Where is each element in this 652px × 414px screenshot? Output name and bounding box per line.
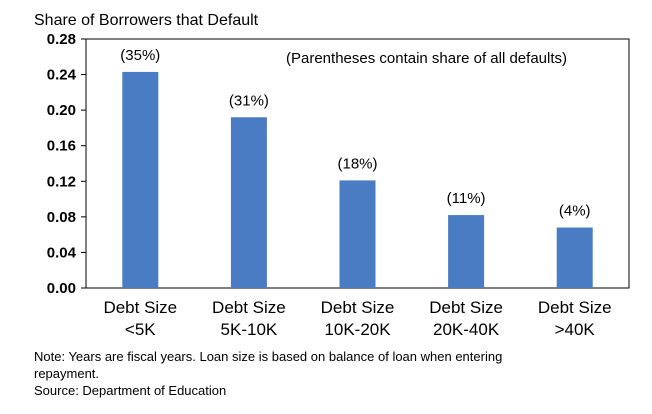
bar [230, 117, 267, 288]
y-tick-label: 0.28 [47, 31, 76, 48]
y-tick-label: 0.00 [47, 280, 76, 297]
bar-chart: Share of Borrowers that Default 0.00 0.04… [34, 12, 630, 339]
bar [556, 227, 593, 288]
data-label: (4%) [559, 203, 591, 220]
x-tick-label: 5K-10K [221, 320, 278, 339]
y-tick-label: 0.04 [47, 244, 77, 261]
y-tick-label: 0.24 [47, 67, 77, 84]
x-tick-label: Debt Size [103, 298, 177, 317]
note-line-2: repayment. [34, 366, 100, 381]
y-tick-label: 0.20 [47, 102, 76, 119]
bar [122, 71, 159, 289]
x-tick-label: 10K-20K [324, 320, 391, 339]
x-tick-label: <5K [125, 320, 156, 339]
note-line-1: Note: Years are fiscal years. Loan size … [34, 349, 503, 364]
bar [339, 180, 376, 288]
y-axis-ticks: 0.00 0.04 0.08 0.12 0.16 0.20 0.24 0.28 [47, 31, 86, 297]
data-label: (18%) [337, 155, 377, 172]
x-tick-label: Debt Size [212, 298, 286, 317]
source-line: Source: Department of Education [34, 383, 227, 398]
y-tick-label: 0.12 [47, 173, 76, 190]
data-label: (31%) [229, 92, 269, 109]
x-axis-labels: Debt Size <5K Debt Size 5K-10K Debt Size 10K-… [103, 298, 611, 339]
x-tick-label: Debt Size [321, 298, 395, 317]
data-label: (35%) [120, 47, 160, 64]
x-tick-label: 20K-40K [433, 320, 500, 339]
bar [448, 215, 485, 288]
bars-group [122, 71, 593, 289]
x-tick-label: >40K [555, 320, 596, 339]
data-label: (11%) [447, 190, 486, 207]
data-labels-group: (35%) (31%) (18%) (11%) (4%) [120, 47, 590, 220]
y-tick-label: 0.16 [47, 138, 76, 155]
x-tick-label: Debt Size [538, 298, 612, 317]
y-tick-label: 0.08 [47, 209, 76, 226]
chart-annotation: (Parentheses contain share of all defaul… [286, 50, 567, 67]
x-tick-label: Debt Size [429, 298, 503, 317]
chart-title: Share of Borrowers that Default [34, 12, 259, 29]
